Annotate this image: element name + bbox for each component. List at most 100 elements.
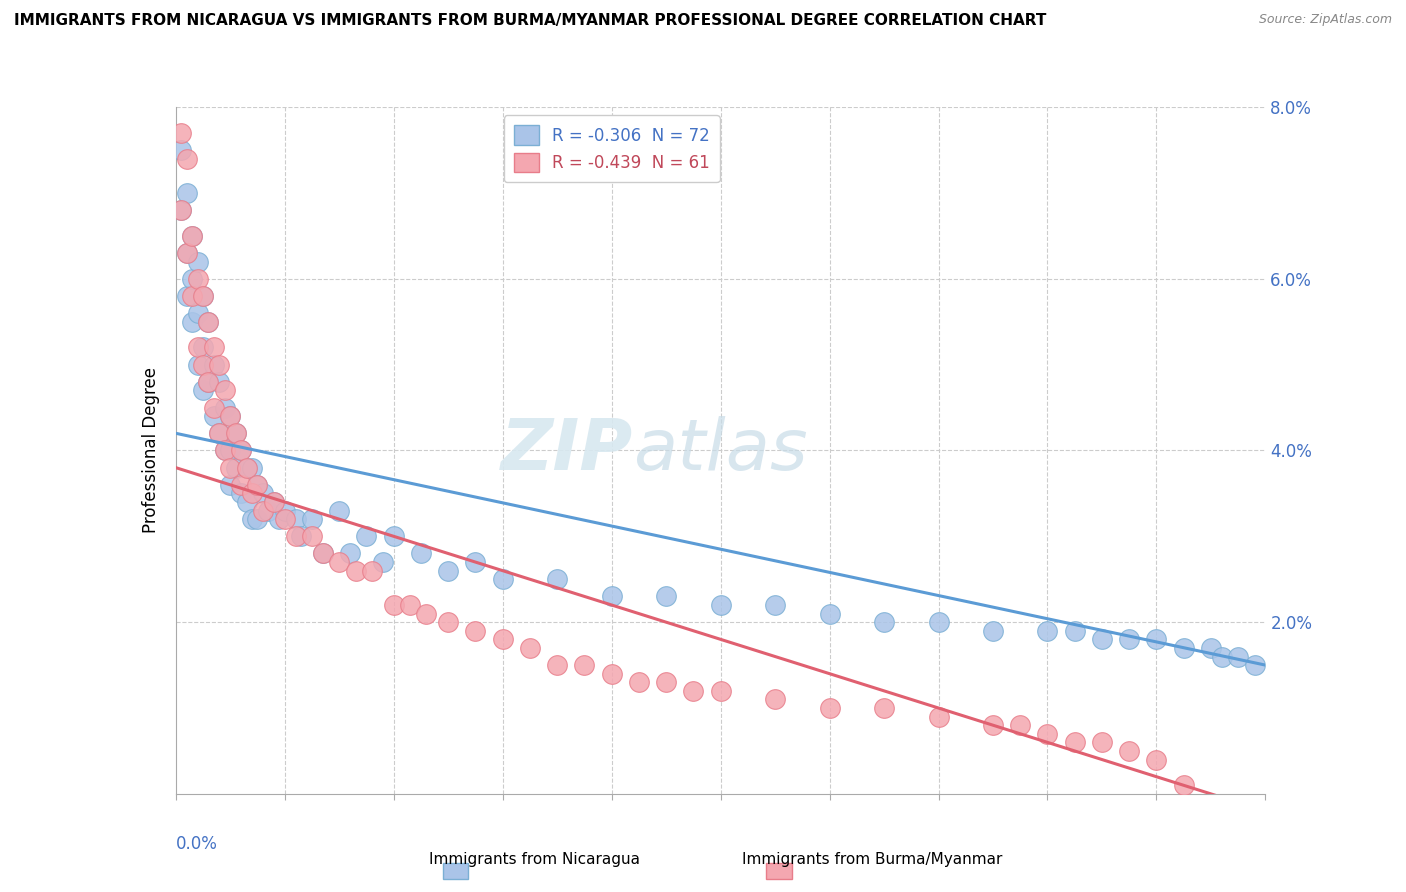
Point [981, 624, 1004, 638]
Point [344, 564, 367, 578]
Point [181, 271, 204, 285]
Text: IMMIGRANTS FROM NICARAGUA VS IMMIGRANTS FROM BURMA/MYANMAR PROFESSIONAL DEGREE C: IMMIGRANTS FROM NICARAGUA VS IMMIGRANTS … [14, 13, 1046, 29]
Point [235, 495, 257, 509]
Point [437, 564, 460, 578]
Point [1173, 640, 1195, 655]
Point [464, 555, 486, 569]
Point [197, 375, 219, 389]
Point [1063, 735, 1085, 749]
Point [339, 546, 361, 561]
Point [202, 401, 225, 415]
Point [1091, 632, 1114, 647]
Point [202, 341, 225, 355]
Point [191, 289, 214, 303]
Point [600, 590, 623, 604]
Point [214, 443, 236, 458]
Point [208, 426, 231, 441]
Point [655, 675, 678, 690]
Point [1144, 753, 1167, 767]
Point [1211, 649, 1233, 664]
Point [246, 478, 269, 492]
Point [181, 228, 204, 243]
Point [170, 143, 193, 157]
Point [269, 512, 291, 526]
Point [312, 546, 335, 561]
Point [257, 503, 280, 517]
Point [208, 426, 231, 441]
Point [186, 341, 209, 355]
Point [981, 718, 1004, 732]
Point [225, 426, 247, 441]
Point [274, 512, 297, 526]
Point [399, 598, 422, 612]
Point [519, 640, 541, 655]
Point [409, 546, 432, 561]
Point [437, 615, 460, 630]
Point [382, 529, 405, 543]
Point [191, 341, 214, 355]
Point [818, 701, 841, 715]
Point [225, 460, 247, 475]
Point [274, 503, 297, 517]
Point [170, 202, 193, 217]
Point [186, 306, 209, 320]
Point [1144, 632, 1167, 647]
Point [235, 460, 257, 475]
Point [214, 401, 236, 415]
Point [240, 486, 263, 500]
Point [197, 315, 219, 329]
Point [627, 675, 650, 690]
Point [252, 486, 274, 500]
Point [360, 564, 382, 578]
Point [191, 384, 214, 398]
Point [191, 358, 214, 372]
Point [225, 426, 247, 441]
Point [186, 271, 209, 285]
Point [246, 478, 269, 492]
Text: Immigrants from Nicaragua: Immigrants from Nicaragua [429, 852, 640, 867]
Text: atlas: atlas [633, 416, 808, 485]
Point [1091, 735, 1114, 749]
Point [682, 683, 704, 698]
Point [284, 529, 307, 543]
Point [1173, 778, 1195, 792]
Point [301, 512, 323, 526]
Point [235, 460, 257, 475]
Point [382, 598, 405, 612]
Point [873, 701, 896, 715]
Point [231, 478, 253, 492]
Point [176, 289, 198, 303]
Text: Source: ZipAtlas.com: Source: ZipAtlas.com [1258, 13, 1392, 27]
Point [1243, 658, 1265, 673]
Point [263, 495, 285, 509]
Point [181, 315, 204, 329]
Point [1199, 640, 1222, 655]
Point [928, 615, 950, 630]
Point [246, 512, 269, 526]
Point [214, 443, 236, 458]
Text: Immigrants from Burma/Myanmar: Immigrants from Burma/Myanmar [741, 852, 1002, 867]
Point [492, 572, 515, 586]
Point [219, 460, 242, 475]
Point [600, 666, 623, 681]
Point [197, 315, 219, 329]
Point [328, 555, 350, 569]
Point [328, 503, 350, 517]
Point [202, 358, 225, 372]
Point [301, 529, 323, 543]
Point [176, 246, 198, 260]
Point [197, 375, 219, 389]
Point [219, 409, 242, 424]
Point [1010, 718, 1032, 732]
Point [284, 512, 307, 526]
Point [1227, 649, 1250, 664]
Point [1118, 632, 1140, 647]
Point [710, 683, 733, 698]
Point [1036, 727, 1059, 741]
Point [818, 607, 841, 621]
Point [208, 375, 231, 389]
Point [1036, 624, 1059, 638]
Point [202, 409, 225, 424]
Y-axis label: Professional Degree: Professional Degree [142, 368, 160, 533]
Point [356, 529, 378, 543]
